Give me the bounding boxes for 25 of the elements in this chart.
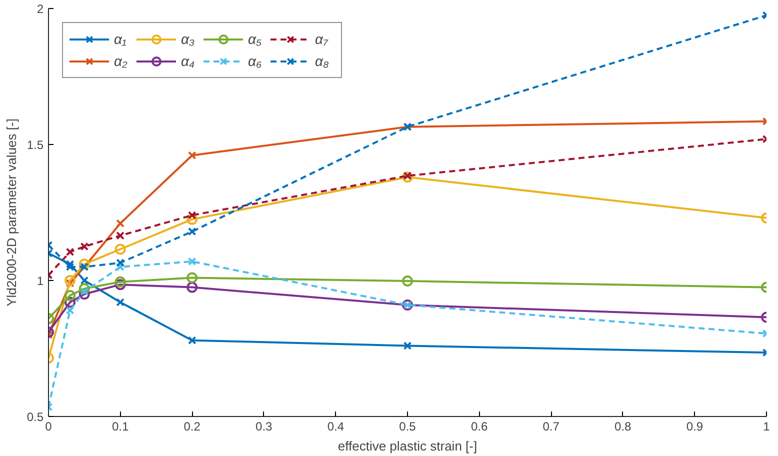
x-tick-label: 0.2 xyxy=(184,420,201,434)
legend-label: α₁ xyxy=(114,31,128,47)
x-tick-label: 0.7 xyxy=(542,420,560,434)
legend-label: α₇ xyxy=(315,31,330,47)
x-tick-label: 0.5 xyxy=(399,420,416,434)
x-axis-title: effective plastic strain [-] xyxy=(338,438,478,454)
legend-label: α₄ xyxy=(181,53,196,69)
x-tick-label: 0.1 xyxy=(112,420,129,434)
y-tick-label: 1.5 xyxy=(26,138,44,152)
x-tick-label: 1 xyxy=(763,420,770,434)
legend-label: α₈ xyxy=(315,53,330,69)
x-tick-label: 0 xyxy=(45,420,52,434)
y-tick-label: 0.5 xyxy=(26,410,44,424)
legend-label: α₆ xyxy=(248,53,263,69)
legend-label: α₂ xyxy=(114,53,128,69)
x-tick-label: 0.3 xyxy=(256,420,273,434)
y-tick-label: 2 xyxy=(36,2,44,16)
x-tick-label: 0.9 xyxy=(686,420,704,434)
x-tick-label: 0.8 xyxy=(614,420,632,434)
legend-label: α₃ xyxy=(181,31,196,47)
y-tick-label: 1 xyxy=(36,274,44,288)
x-tick-label: 0.6 xyxy=(470,420,488,434)
y-axis-title: Yld2000-2D parameter values [-] xyxy=(4,118,19,306)
legend-label: α₅ xyxy=(248,31,263,47)
x-tick-label: 0.4 xyxy=(327,420,344,434)
